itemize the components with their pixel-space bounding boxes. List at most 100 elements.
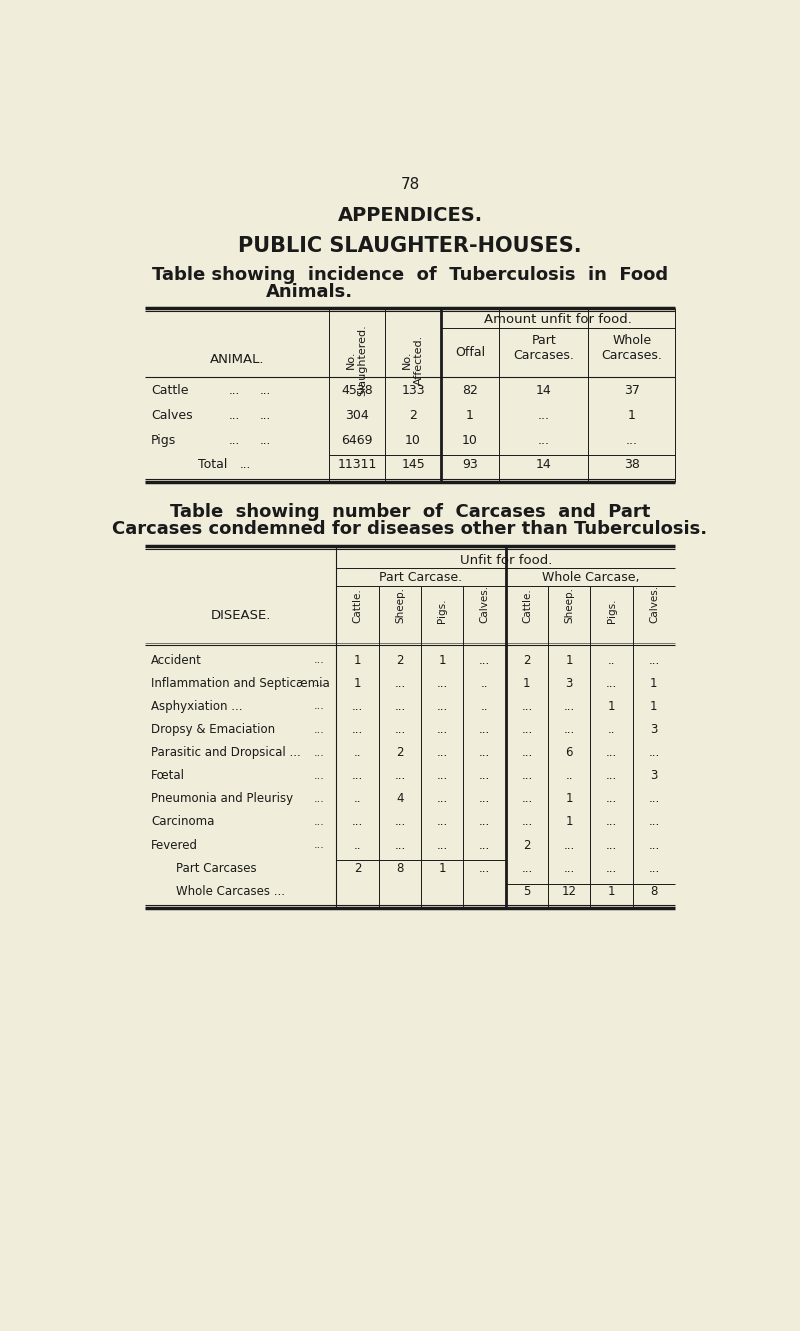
Text: Table showing  incidence  of  Tuberculosis  in  Food: Table showing incidence of Tuberculosis …	[152, 266, 668, 285]
Text: ...: ...	[314, 840, 325, 851]
Text: 6: 6	[566, 747, 573, 759]
Text: ...: ...	[437, 816, 448, 828]
Text: Fevered: Fevered	[151, 839, 198, 852]
Text: ...: ...	[394, 839, 406, 852]
Text: ...: ...	[314, 724, 325, 735]
Text: ...: ...	[240, 458, 251, 471]
Text: Pigs.: Pigs.	[438, 599, 447, 623]
Text: 14: 14	[536, 458, 551, 471]
Text: ...: ...	[437, 792, 448, 805]
Text: ..: ..	[354, 747, 362, 759]
Text: ...: ...	[522, 861, 533, 874]
Text: ...: ...	[563, 723, 575, 736]
Text: ...: ...	[648, 747, 659, 759]
Text: No.
Affected.: No. Affected.	[402, 335, 424, 385]
Text: ...: ...	[479, 861, 490, 874]
Text: Table  showing  number  of  Carcases  and  Part: Table showing number of Carcases and Par…	[170, 503, 650, 522]
Text: ...: ...	[314, 817, 325, 827]
Text: Calves.: Calves.	[479, 586, 490, 623]
Text: 4538: 4538	[341, 385, 373, 397]
Text: ...: ...	[479, 654, 490, 667]
Text: ...: ...	[606, 816, 617, 828]
Text: ...: ...	[522, 792, 533, 805]
Text: ...: ...	[394, 700, 406, 713]
Text: ...: ...	[437, 677, 448, 689]
Text: ...: ...	[394, 677, 406, 689]
Text: 93: 93	[462, 458, 478, 471]
Text: ...: ...	[479, 723, 490, 736]
Text: 38: 38	[624, 458, 639, 471]
Text: ...: ...	[314, 793, 325, 804]
Text: ...: ...	[314, 679, 325, 688]
Text: ...: ...	[479, 792, 490, 805]
Text: Part
Carcases.: Part Carcases.	[514, 334, 574, 362]
Text: 1: 1	[650, 677, 658, 689]
Text: 1: 1	[566, 792, 573, 805]
Text: Whole Carcases ...: Whole Carcases ...	[176, 885, 285, 897]
Text: ...: ...	[352, 723, 363, 736]
Text: Accident: Accident	[151, 654, 202, 667]
Text: Fœtal: Fœtal	[151, 769, 185, 783]
Text: ...: ...	[522, 747, 533, 759]
Text: Calves: Calves	[151, 409, 193, 422]
Text: 133: 133	[402, 385, 425, 397]
Text: Offal: Offal	[455, 346, 485, 359]
Text: Whole
Carcases.: Whole Carcases.	[602, 334, 662, 362]
Text: ..: ..	[354, 792, 362, 805]
Text: ...: ...	[522, 723, 533, 736]
Text: 1: 1	[466, 409, 474, 422]
Text: 5: 5	[523, 885, 530, 897]
Text: 10: 10	[462, 434, 478, 446]
Text: Sheep.: Sheep.	[564, 587, 574, 623]
Text: ...: ...	[314, 748, 325, 757]
Text: ...: ...	[606, 861, 617, 874]
Text: ...: ...	[437, 700, 448, 713]
Text: ...: ...	[648, 792, 659, 805]
Text: ...: ...	[606, 747, 617, 759]
Text: ...: ...	[259, 434, 270, 446]
Text: 4: 4	[396, 792, 404, 805]
Text: Parasitic and Dropsical ...: Parasitic and Dropsical ...	[151, 747, 301, 759]
Text: Dropsy & Emaciation: Dropsy & Emaciation	[151, 723, 275, 736]
Text: Cattle: Cattle	[151, 385, 189, 397]
Text: ...: ...	[538, 434, 550, 446]
Text: 3: 3	[650, 723, 658, 736]
Text: 2: 2	[396, 747, 404, 759]
Text: ...: ...	[314, 655, 325, 666]
Text: ...: ...	[229, 434, 240, 446]
Text: 1: 1	[523, 677, 530, 689]
Text: ...: ...	[437, 747, 448, 759]
Text: ...: ...	[229, 409, 240, 422]
Text: Part Carcase.: Part Carcase.	[379, 571, 462, 584]
Text: Cattle.: Cattle.	[353, 588, 362, 623]
Text: ...: ...	[606, 792, 617, 805]
Text: ...: ...	[563, 700, 575, 713]
Text: 11311: 11311	[338, 458, 377, 471]
Text: 2: 2	[523, 839, 530, 852]
Text: Asphyxiation ...: Asphyxiation ...	[151, 700, 242, 713]
Text: Inflammation and Septicæmia: Inflammation and Septicæmia	[151, 677, 330, 689]
Text: 1: 1	[628, 409, 635, 422]
Text: ...: ...	[437, 769, 448, 783]
Text: ...: ...	[626, 434, 638, 446]
Text: ...: ...	[563, 861, 575, 874]
Text: ...: ...	[437, 839, 448, 852]
Text: 82: 82	[462, 385, 478, 397]
Text: 8: 8	[396, 861, 403, 874]
Text: No.
Slaughtered.: No. Slaughtered.	[346, 323, 368, 395]
Text: 145: 145	[402, 458, 425, 471]
Text: ...: ...	[352, 700, 363, 713]
Text: ...: ...	[606, 677, 617, 689]
Text: ...: ...	[314, 771, 325, 781]
Text: 1: 1	[608, 700, 615, 713]
Text: ..: ..	[566, 769, 573, 783]
Text: Animals.: Animals.	[266, 284, 353, 301]
Text: ...: ...	[394, 769, 406, 783]
Text: ...: ...	[479, 816, 490, 828]
Text: 10: 10	[405, 434, 421, 446]
Text: ...: ...	[648, 816, 659, 828]
Text: ...: ...	[352, 769, 363, 783]
Text: Part Carcases: Part Carcases	[176, 861, 257, 874]
Text: 78: 78	[400, 177, 420, 192]
Text: ...: ...	[394, 723, 406, 736]
